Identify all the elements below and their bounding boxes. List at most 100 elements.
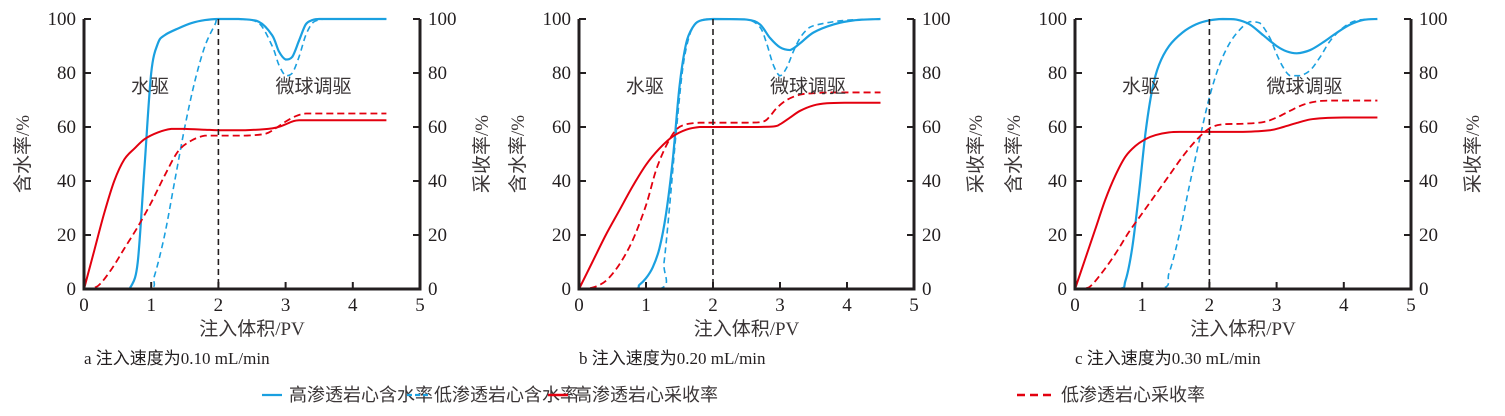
x-tick-label: 3	[1272, 295, 1282, 316]
right-y-tick-label: 40	[1419, 171, 1438, 192]
x-tick-label: 3	[281, 295, 291, 316]
left-y-tick-label: 80	[1048, 63, 1067, 84]
caption-a: a 注入速度为0.10 mL/min	[84, 349, 270, 368]
right-y-tick-label: 80	[922, 63, 941, 84]
right-y-tick-label: 20	[1419, 225, 1438, 246]
series-group	[578, 17, 881, 291]
legend-item-high-perm-water-cut: 高渗透岩心含水率	[262, 385, 433, 405]
left-y-tick-label: 20	[1048, 225, 1067, 246]
right-y-tick-label: 80	[1419, 63, 1438, 84]
left-y-tick-label: 100	[543, 9, 572, 30]
left-y-tick-label: 80	[552, 63, 571, 84]
high-perm-water-cut-line	[1075, 17, 1378, 291]
legend: 高渗透岩心含水率 低渗透岩心含水率 高渗透岩心采收率 低渗透岩心采收率	[262, 385, 1205, 405]
right-y-axis-title: 采收率/%	[1462, 115, 1484, 193]
left-y-tick-label: 60	[1048, 117, 1067, 138]
legend-label: 低渗透岩心采收率	[1061, 385, 1205, 405]
left-y-tick-label: 100	[1039, 9, 1068, 30]
annotation-microsphere-profile-control: 微球调驱	[1267, 76, 1343, 98]
x-axis-title: 注入体积/PV	[694, 318, 800, 340]
right-y-tick-label: 0	[922, 279, 932, 300]
right-y-tick-label: 20	[922, 225, 941, 246]
x-axis-title: 注入体积/PV	[1190, 318, 1296, 340]
x-tick-label: 5	[1406, 295, 1416, 316]
series-group	[83, 17, 387, 291]
high-perm-recovery-line	[1074, 116, 1378, 290]
x-tick-label: 1	[146, 295, 156, 316]
right-y-tick-label: 100	[922, 9, 951, 30]
right-y-tick-label: 60	[922, 117, 941, 138]
annotation-microsphere-profile-control: 微球调驱	[770, 76, 846, 98]
low-perm-water-cut-line	[579, 18, 881, 290]
x-tick-label: 5	[415, 295, 425, 316]
left-y-tick-label: 40	[57, 171, 76, 192]
right-y-tick-label: 80	[428, 63, 447, 84]
x-tick-label: 0	[574, 295, 584, 316]
x-axis-title: 注入体积/PV	[199, 318, 305, 340]
x-tick-label: 0	[1070, 295, 1080, 316]
x-tick-label: 0	[79, 295, 89, 316]
right-y-tick-label: 20	[428, 225, 447, 246]
x-tick-label: 4	[1339, 295, 1349, 316]
caption-c: c 注入速度为0.30 mL/min	[1075, 349, 1261, 368]
annotation-water-flooding: 水驱	[1122, 76, 1160, 98]
x-tick-label: 2	[1205, 295, 1215, 316]
right-y-tick-label: 100	[428, 9, 457, 30]
legend-label: 高渗透岩心采收率	[574, 385, 718, 405]
x-tick-label: 2	[708, 295, 718, 316]
left-y-axis-title: 含水率/%	[12, 115, 34, 193]
series-group	[1074, 17, 1378, 291]
high-perm-recovery-line	[578, 101, 881, 290]
annotation-water-flooding: 水驱	[131, 76, 169, 98]
x-tick-label: 1	[641, 295, 651, 316]
high-perm-recovery-line	[83, 119, 387, 290]
left-y-tick-label: 60	[57, 117, 76, 138]
low-perm-recovery-line	[1074, 99, 1378, 290]
x-tick-label: 2	[214, 295, 224, 316]
right-y-tick-label: 60	[1419, 117, 1438, 138]
x-tick-label: 5	[909, 295, 919, 316]
left-y-tick-label: 80	[57, 63, 76, 84]
left-y-axis-title: 含水率/%	[1003, 115, 1025, 193]
right-y-axis-title: 采收率/%	[471, 115, 493, 193]
x-tick-label: 4	[842, 295, 852, 316]
annotation-water-flooding: 水驱	[626, 76, 664, 98]
x-tick-label: 3	[775, 295, 785, 316]
high-perm-water-cut-line	[579, 17, 881, 291]
left-y-tick-label: 0	[67, 279, 77, 300]
legend-label: 高渗透岩心含水率	[289, 385, 433, 405]
left-y-axis-title: 含水率/%	[507, 115, 529, 193]
left-y-tick-label: 0	[562, 279, 572, 300]
left-y-tick-label: 20	[552, 225, 571, 246]
legend-item-high-perm-recovery: 高渗透岩心采收率	[548, 385, 718, 405]
right-y-tick-label: 40	[428, 171, 447, 192]
legend-label: 低渗透岩心含水率	[434, 385, 578, 405]
right-y-tick-label: 0	[428, 279, 438, 300]
right-y-tick-label: 60	[428, 117, 447, 138]
low-perm-recovery-line	[578, 91, 881, 290]
legend-item-low-perm-recovery: 低渗透岩心采收率	[1017, 385, 1205, 405]
caption-b: b 注入速度为0.20 mL/min	[579, 349, 766, 368]
low-perm-water-cut-line	[84, 18, 387, 290]
left-y-tick-label: 20	[57, 225, 76, 246]
right-y-tick-label: 100	[1419, 9, 1448, 30]
x-tick-label: 4	[348, 295, 358, 316]
left-y-tick-label: 60	[552, 117, 571, 138]
legend-item-low-perm-water-cut: 低渗透岩心含水率	[407, 385, 578, 405]
left-y-tick-label: 40	[552, 171, 571, 192]
right-y-tick-label: 0	[1419, 279, 1429, 300]
left-y-tick-label: 40	[1048, 171, 1067, 192]
left-y-tick-label: 0	[1058, 279, 1068, 300]
low-perm-water-cut-line	[1075, 18, 1378, 290]
low-perm-recovery-line	[83, 112, 387, 290]
left-y-tick-label: 100	[48, 9, 77, 30]
right-y-tick-label: 40	[922, 171, 941, 192]
annotation-microsphere-profile-control: 微球调驱	[276, 76, 352, 98]
